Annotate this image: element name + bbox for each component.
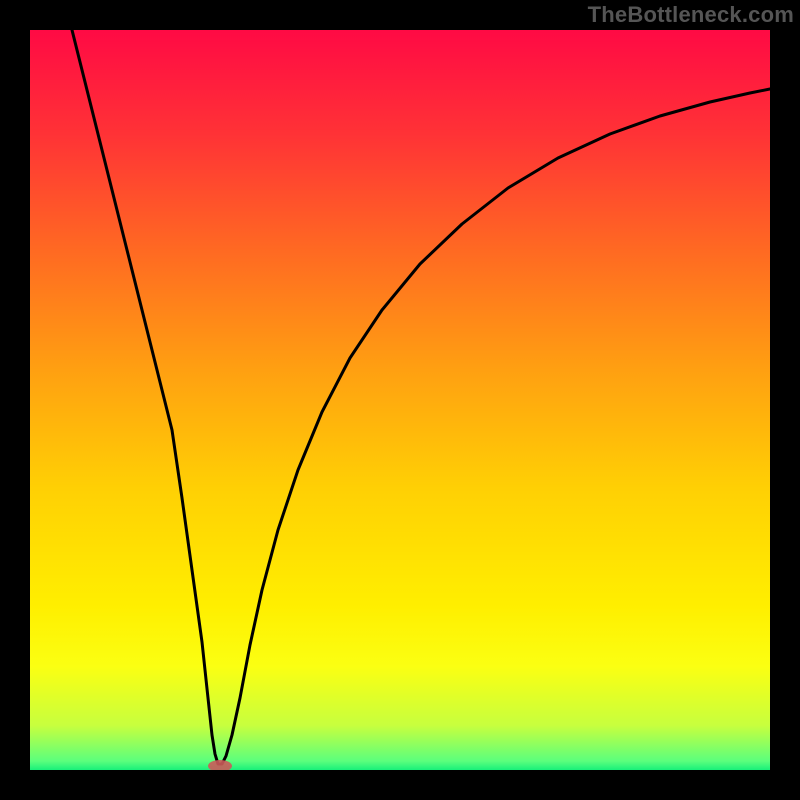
chart-frame: TheBottleneck.com <box>0 0 800 800</box>
plot-area <box>30 30 770 770</box>
plot-svg <box>30 30 770 770</box>
watermark-text: TheBottleneck.com <box>588 2 794 28</box>
gradient-background <box>30 30 770 770</box>
